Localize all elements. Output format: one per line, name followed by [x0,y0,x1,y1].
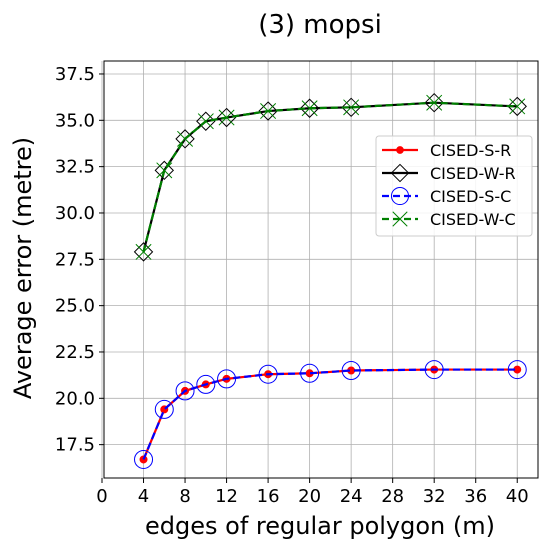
series-point-CISED-W-C [218,109,235,126]
series-point-CISED-S-C [196,374,216,394]
series-point-CISED-W-R [216,107,237,128]
series-point-CISED-W-R [154,160,174,181]
series-point-CISED-S-C [134,449,154,469]
series-point-CISED-S-C [258,364,278,384]
series-point-CISED-S-C [300,363,320,383]
series-point-CISED-W-C [197,113,214,130]
series-point-CISED-S-C [154,399,174,419]
series-point-CISED-W-C [177,130,194,147]
plot-frame [103,60,539,479]
x-tick-label: 32 [423,486,446,507]
series-point-CISED-W-R [390,163,410,183]
y-tick-label: 37.5 [55,64,95,85]
series-point-CISED-W-C [156,162,173,179]
series-line-CISED-S-C [142,368,518,460]
series-point-CISED-W-R [424,92,444,113]
series-line-CISED-S-R [142,368,518,460]
series-point-CISED-W-C [392,211,408,227]
series-point-CISED-S-C [390,186,410,206]
y-tick-label: 25.0 [55,296,95,317]
legend-label: CISED-W-R [430,164,516,183]
legend-label: CISED-S-C [430,187,511,206]
series-point-CISED-W-R [258,101,278,121]
y-tick-label: 22.5 [55,342,95,363]
series-CISED-W-C [135,94,526,260]
series-line-CISED-W-C [142,101,518,253]
series-point-CISED-W-C [135,243,152,260]
x-tick-label: 4 [138,486,149,507]
x-tick-label: 36 [464,486,487,507]
y-tick-label: 30.0 [55,203,95,224]
series-CISED-S-C [134,360,527,469]
series-point-CISED-W-R [133,242,154,262]
legend: CISED-S-R CISED-W-R CISED-S-C CISED-W-C [375,135,533,237]
x-tick-label: 24 [340,486,363,507]
series-point-CISED-S-R [396,146,404,154]
x-tick-label: 16 [257,486,280,507]
series-point-CISED-W-R [299,98,320,118]
x-tick-label: 20 [298,486,321,507]
legend-label: CISED-W-C [430,210,516,229]
series-point-CISED-S-C [217,369,237,389]
legend-box [375,135,533,237]
series-point-CISED-W-C [301,100,318,117]
series-point-CISED-W-R [196,111,216,131]
x-tick-label: 40 [506,486,529,507]
y-tick-label: 32.5 [55,157,95,178]
x-axis-label: edges of regular polygon (m) [145,512,495,540]
x-tick-label: 12 [215,486,238,507]
y-tick-label: 17.5 [55,435,95,456]
series-point-CISED-S-C [341,361,361,381]
series-point-CISED-S-C [507,360,527,380]
series-point-CISED-W-C [343,99,360,116]
chart-title: (3) mopsi [258,10,382,40]
legend-label: CISED-S-R [430,141,511,160]
x-tick-label: 28 [381,486,404,507]
series-point-CISED-W-R [341,97,361,118]
series-point-CISED-S-C [175,381,195,401]
y-tick-label: 27.5 [55,249,95,270]
series-point-CISED-W-C [260,103,277,120]
series-point-CISED-W-R [175,129,195,149]
x-tick-label: 8 [179,486,190,507]
y-tick-label: 20.0 [55,388,95,409]
x-tick-label: 0 [96,486,107,507]
series-point-CISED-W-R [507,96,527,117]
y-tick-label: 35.0 [55,110,95,131]
grid [101,61,538,478]
series-point-CISED-S-C [424,360,444,380]
y-axis-label: Average error (metre) [9,137,37,399]
series-point-CISED-W-C [426,94,443,111]
series-point-CISED-W-C [509,98,526,115]
